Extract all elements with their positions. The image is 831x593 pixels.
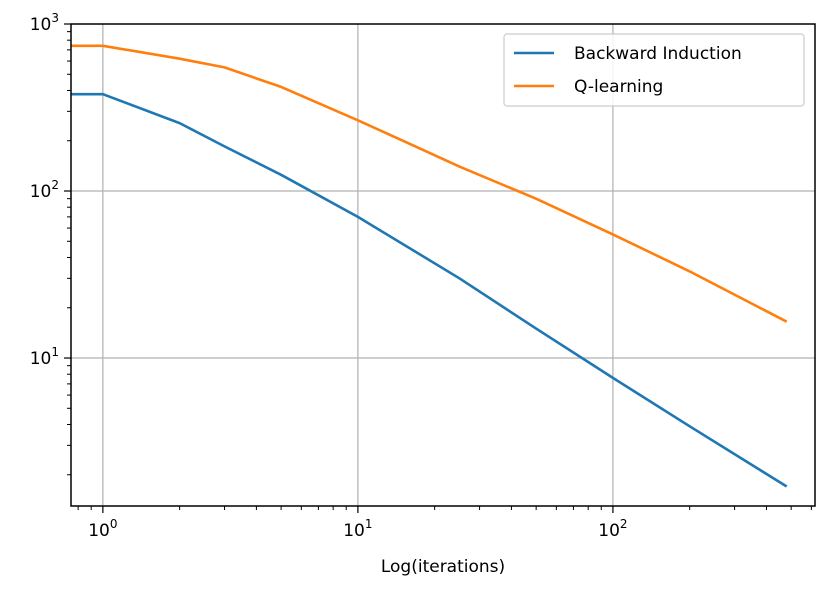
series-lines [71,44,788,488]
legend-label-backward-induction: Backward Induction [574,44,742,64]
series-line-backward-induction [71,92,788,488]
x-tick-label: 102 [598,517,627,541]
y-tick-label: 102 [30,178,59,202]
legend-box [503,33,805,107]
y-tick-label: 101 [30,345,59,369]
x-tick-label: 100 [88,517,117,541]
legend-label-q-learning: Q-learning [574,77,663,97]
legend: Backward Induction Q-learning [503,33,805,107]
y-axis: 101 102 103 [30,11,71,476]
x-tick-label: 101 [343,517,372,541]
plot-frame [70,23,816,507]
series-line-q-learning [71,44,788,323]
y-tick-label: 103 [30,11,59,35]
x-axis: 100 101 102 [77,506,812,541]
x-axis-label: Log(iterations) [381,557,505,577]
